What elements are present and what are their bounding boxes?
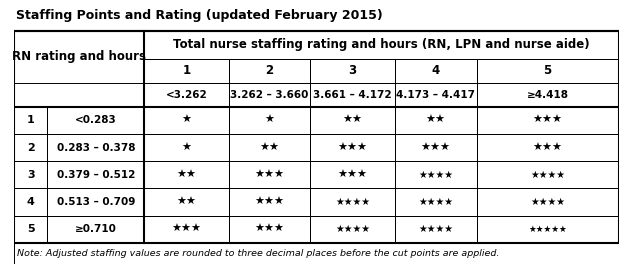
Bar bbox=[144, 161, 229, 188]
Text: RN rating and hours: RN rating and hours bbox=[12, 50, 146, 63]
Bar bbox=[144, 83, 229, 107]
Bar bbox=[144, 134, 229, 161]
Text: 1: 1 bbox=[27, 115, 35, 125]
Text: ★★: ★★ bbox=[425, 115, 446, 125]
Bar bbox=[395, 134, 477, 161]
Bar bbox=[144, 107, 229, 134]
Bar bbox=[14, 134, 48, 161]
Bar bbox=[477, 134, 619, 161]
Bar bbox=[14, 188, 48, 216]
Text: <3.262: <3.262 bbox=[165, 90, 207, 100]
Bar bbox=[229, 188, 310, 216]
Text: ★★★: ★★★ bbox=[254, 197, 285, 207]
Text: 3.262 – 3.660: 3.262 – 3.660 bbox=[230, 90, 309, 100]
Text: ★★★★★: ★★★★★ bbox=[528, 225, 567, 234]
Text: ★★: ★★ bbox=[342, 115, 363, 125]
Text: ★★: ★★ bbox=[176, 197, 197, 207]
Text: ≥4.418: ≥4.418 bbox=[526, 90, 569, 100]
Bar bbox=[477, 188, 619, 216]
Text: ★★★★: ★★★★ bbox=[530, 170, 565, 180]
Bar bbox=[229, 107, 310, 134]
Bar bbox=[310, 134, 395, 161]
Text: ★★★★: ★★★★ bbox=[418, 197, 453, 207]
Text: ★★: ★★ bbox=[259, 143, 280, 153]
Bar bbox=[48, 107, 144, 134]
Bar bbox=[144, 59, 229, 83]
Bar bbox=[477, 161, 619, 188]
Bar bbox=[229, 134, 310, 161]
Bar bbox=[310, 107, 395, 134]
Bar bbox=[395, 161, 477, 188]
Text: ★: ★ bbox=[181, 115, 191, 125]
Text: ★★★: ★★★ bbox=[254, 224, 285, 234]
Bar bbox=[48, 188, 144, 216]
Bar bbox=[395, 107, 477, 134]
Bar bbox=[229, 83, 310, 107]
Text: 2: 2 bbox=[266, 64, 274, 77]
Bar bbox=[395, 59, 477, 83]
Bar bbox=[477, 59, 619, 83]
Text: ★★★: ★★★ bbox=[254, 170, 285, 180]
Text: <0.283: <0.283 bbox=[75, 115, 117, 125]
Text: Note: Adjusted staffing values are rounded to three decimal places before the cu: Note: Adjusted staffing values are round… bbox=[17, 249, 500, 258]
Bar bbox=[310, 216, 395, 243]
Bar bbox=[48, 134, 144, 161]
Text: ★: ★ bbox=[181, 143, 191, 153]
Text: ★★★★: ★★★★ bbox=[530, 197, 565, 207]
Text: Total nurse staffing rating and hours (RN, LPN and nurse aide): Total nurse staffing rating and hours (R… bbox=[173, 39, 590, 51]
Text: 5: 5 bbox=[27, 224, 35, 234]
Bar bbox=[144, 188, 229, 216]
Text: ★: ★ bbox=[264, 115, 275, 125]
Text: ★★★: ★★★ bbox=[533, 115, 562, 125]
Bar bbox=[144, 31, 619, 59]
Text: ★★★: ★★★ bbox=[421, 143, 451, 153]
Text: 2: 2 bbox=[27, 143, 35, 153]
Bar bbox=[48, 216, 144, 243]
Bar bbox=[229, 161, 310, 188]
Text: ★★★: ★★★ bbox=[171, 224, 202, 234]
Text: ★★★★: ★★★★ bbox=[335, 197, 370, 207]
Text: 3.661 – 4.172: 3.661 – 4.172 bbox=[313, 90, 392, 100]
Bar bbox=[14, 161, 48, 188]
Text: 5: 5 bbox=[543, 64, 552, 77]
Text: 0.283 – 0.378: 0.283 – 0.378 bbox=[56, 143, 135, 153]
Bar bbox=[310, 161, 395, 188]
Text: 3: 3 bbox=[27, 170, 35, 180]
Text: ★★★: ★★★ bbox=[533, 143, 562, 153]
Bar bbox=[395, 216, 477, 243]
Text: ★★: ★★ bbox=[176, 170, 197, 180]
Text: Staffing Points and Rating (updated February 2015): Staffing Points and Rating (updated Febr… bbox=[16, 9, 383, 22]
Text: 4: 4 bbox=[27, 197, 35, 207]
Bar bbox=[229, 59, 310, 83]
Bar bbox=[14, 216, 48, 243]
Text: ★★★: ★★★ bbox=[338, 170, 368, 180]
Bar bbox=[477, 83, 619, 107]
Text: 1: 1 bbox=[183, 64, 190, 77]
Text: 0.513 – 0.709: 0.513 – 0.709 bbox=[56, 197, 135, 207]
Text: ★★★: ★★★ bbox=[338, 143, 368, 153]
Bar bbox=[48, 161, 144, 188]
Bar bbox=[395, 83, 477, 107]
Text: 4: 4 bbox=[432, 64, 440, 77]
Text: ★★★★: ★★★★ bbox=[418, 224, 453, 234]
Bar bbox=[477, 107, 619, 134]
Text: ≥0.710: ≥0.710 bbox=[75, 224, 117, 234]
Text: 0.379 – 0.512: 0.379 – 0.512 bbox=[56, 170, 135, 180]
Bar bbox=[395, 188, 477, 216]
Bar bbox=[477, 216, 619, 243]
Text: ★★★★: ★★★★ bbox=[418, 170, 453, 180]
Bar bbox=[310, 188, 395, 216]
Bar bbox=[14, 243, 619, 264]
Text: 3: 3 bbox=[349, 64, 357, 77]
Bar bbox=[144, 216, 229, 243]
Bar bbox=[14, 107, 48, 134]
Bar bbox=[310, 83, 395, 107]
Text: 4.173 – 4.417: 4.173 – 4.417 bbox=[396, 90, 476, 100]
Text: ★★★★: ★★★★ bbox=[335, 224, 370, 234]
Bar bbox=[14, 31, 144, 83]
Bar bbox=[310, 59, 395, 83]
Bar bbox=[229, 216, 310, 243]
